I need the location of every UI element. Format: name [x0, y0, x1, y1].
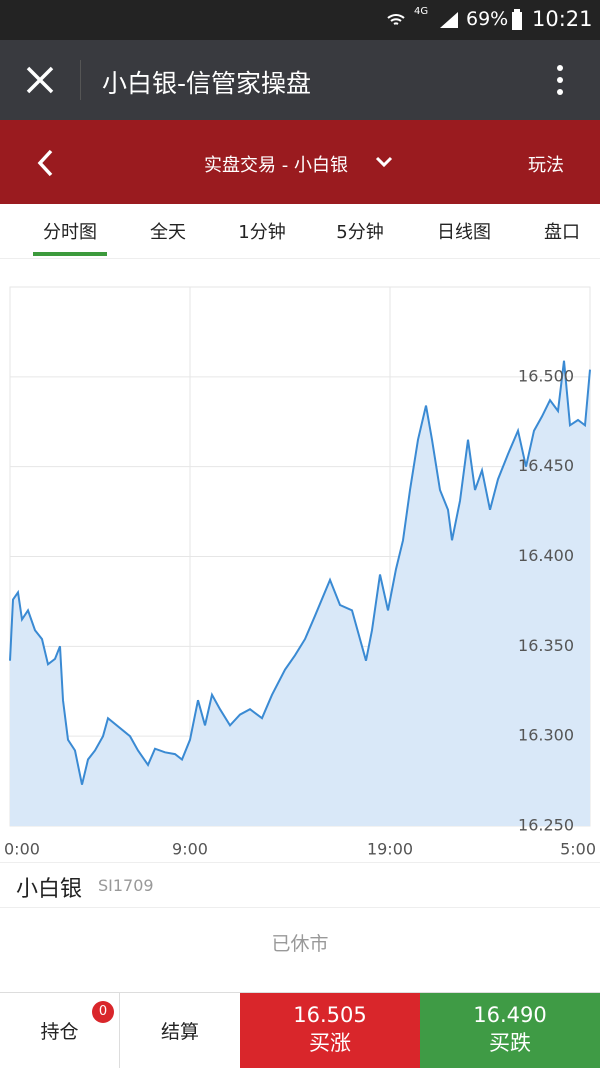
settle-label: 结算 [160, 1021, 199, 1043]
network: 4G [414, 6, 429, 17]
more-button[interactable] [550, 62, 570, 98]
buy-down-button[interactable]: 16.490 买跌 [420, 993, 600, 1068]
rules-link[interactable]: 玩法 [528, 155, 564, 176]
instrument-panel: 小白银 SI1709 已休市 [0, 862, 600, 993]
price-line [9, 360, 591, 785]
buy-down-label: 买跌 [489, 1031, 531, 1055]
app-bar: 小白银-信管家操盘 [0, 40, 600, 120]
clock: 10:21 [532, 7, 593, 31]
header-title[interactable]: 实盘交易 - 小白银 [204, 155, 348, 176]
buy-up-price: 16.505 [293, 1003, 367, 1027]
bottom-bar: 持仓 0 结算 16.505 买涨 16.490 买跌 [0, 992, 600, 1068]
signal-icon [440, 12, 458, 28]
positions-button[interactable]: 持仓 0 [0, 993, 120, 1068]
wifi-icon [387, 14, 405, 25]
x-tick-label: 19:00 [367, 840, 413, 859]
settle-button[interactable]: 结算 [120, 993, 240, 1068]
y-tick-label: 16.500 [518, 366, 574, 385]
y-tick-label: 16.300 [518, 726, 574, 745]
back-button[interactable] [34, 148, 58, 178]
divider [0, 907, 600, 908]
tab-bar: 分时图 全天 1分钟 5分钟 日线图 盘口 [0, 204, 600, 259]
instrument-code: SI1709 [98, 876, 154, 895]
tab[interactable]: 分时图 [43, 222, 97, 243]
trade-header: 实盘交易 - 小白银 玩法 [0, 120, 600, 204]
positions-badge: 0 [92, 1001, 114, 1023]
instrument-name: 小白银 [16, 877, 83, 902]
x-tick-label: 5:00 [560, 840, 596, 859]
positions-label: 持仓 [40, 1021, 79, 1043]
buy-up-button[interactable]: 16.505 买涨 [240, 993, 420, 1068]
area-fill [10, 360, 590, 826]
price-chart: 16.250 16.300 16.350 16.400 16.450 16.500 0:00… [4, 286, 596, 859]
tab[interactable]: 盘口 [544, 222, 580, 243]
close-button[interactable] [24, 64, 56, 96]
divider [80, 60, 81, 100]
status-bar: 4G 69% 10:21 [0, 0, 600, 40]
dropdown-icon[interactable] [374, 154, 394, 170]
tab[interactable]: 1分钟 [238, 222, 286, 243]
y-tick-label: 16.400 [518, 546, 574, 565]
market-status: 已休市 [271, 933, 329, 955]
battery-text: 69% [466, 8, 509, 30]
buy-up-label: 买涨 [309, 1031, 351, 1055]
tab[interactable]: 全天 [150, 222, 186, 243]
y-tick-label: 16.450 [518, 456, 574, 475]
tab[interactable]: 日线图 [437, 222, 491, 243]
battery-icon [512, 9, 522, 30]
app-title: 小白银-信管家操盘 [102, 69, 312, 98]
buy-down-price: 16.490 [473, 1003, 547, 1027]
y-tick-label: 16.250 [518, 816, 574, 835]
y-tick-label: 16.350 [518, 636, 574, 655]
x-tick-label: 0:00 [4, 840, 40, 859]
x-tick-label: 9:00 [172, 840, 208, 859]
tab[interactable]: 5分钟 [336, 222, 384, 243]
active-tab-indicator [33, 252, 107, 256]
